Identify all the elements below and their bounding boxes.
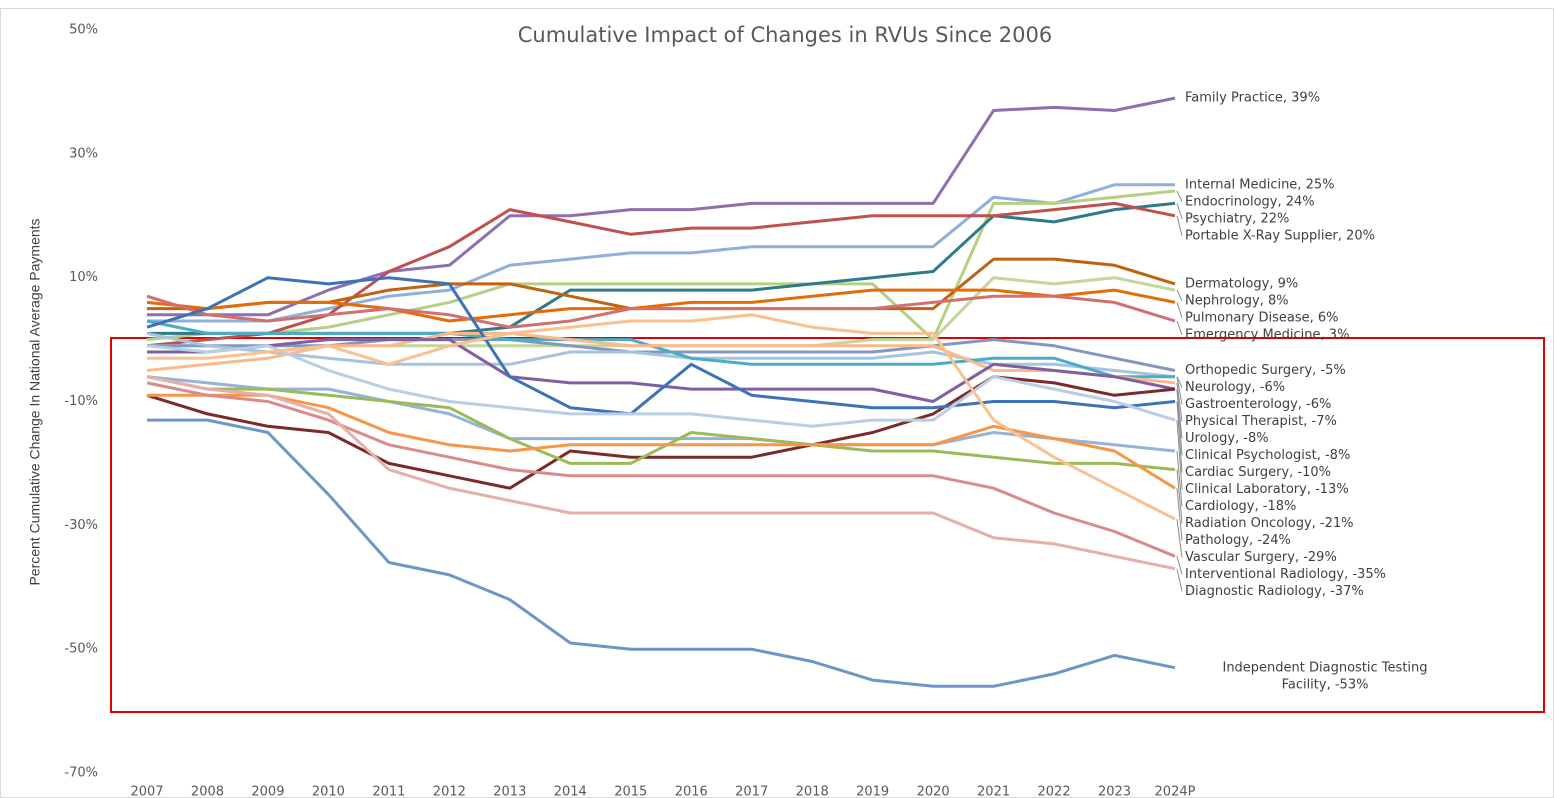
series-end-label: Endocrinology, 24%	[1185, 194, 1315, 209]
series-line	[146, 201, 1176, 348]
series-end-label: Radiation Oncology, -21%	[1185, 516, 1354, 531]
x-tick-label: 2021	[977, 785, 1010, 798]
x-tick-label: 2022	[1038, 785, 1071, 798]
label-leader	[1176, 488, 1183, 541]
series-end-label: Pulmonary Disease, 6%	[1185, 310, 1338, 325]
label-leader	[1176, 289, 1183, 302]
series-line	[146, 375, 1176, 571]
label-leader	[1176, 556, 1183, 575]
x-tick-label: 2012	[433, 785, 466, 798]
series-line	[146, 319, 1175, 379]
label-leader	[1176, 401, 1183, 473]
series-line	[146, 189, 1176, 342]
series-end-label: Clinical Laboratory, -13%	[1185, 482, 1349, 497]
y-tick-label: -10%	[64, 394, 98, 409]
series-line	[146, 276, 1176, 416]
series-end-label: Neurology, -6%	[1185, 380, 1285, 395]
series-end-label: Diagnostic Radiology, -37%	[1185, 584, 1364, 599]
series-end-label: Gastroenterology, -6%	[1185, 397, 1331, 412]
label-leader	[1176, 389, 1183, 456]
x-tick-label: 2010	[312, 785, 345, 798]
x-tick-label: 2009	[251, 785, 284, 798]
series-end-label: Independent Diagnostic Testing Facility, …	[1222, 660, 1427, 692]
series-line	[146, 375, 1176, 472]
label-leader	[1176, 519, 1183, 558]
series-line	[146, 344, 1176, 428]
label-leader	[1176, 203, 1183, 219]
x-tick-label: 2007	[130, 785, 163, 798]
y-axis-title: Percent Cumulative Change In National Av…	[27, 218, 43, 585]
label-leader	[1176, 376, 1183, 405]
y-tick-label: -30%	[64, 518, 98, 533]
series-line	[147, 418, 1176, 688]
x-tick-label: 2013	[493, 785, 526, 798]
x-tick-label: 2011	[372, 785, 405, 798]
series-line	[146, 288, 1176, 323]
y-tick-label: 30%	[69, 146, 98, 161]
series-end-label: Vascular Surgery, -29%	[1185, 550, 1337, 565]
series-end-label: Cardiology, -18%	[1185, 499, 1296, 514]
x-tick-label: 2017	[735, 785, 768, 798]
series-line	[147, 393, 1176, 490]
label-leader	[1176, 450, 1183, 507]
label-leader	[1176, 376, 1183, 388]
series-line	[146, 381, 1176, 558]
x-tick-label: 2018	[796, 785, 829, 798]
x-tick-label: 2023	[1098, 785, 1131, 798]
label-leader	[1176, 420, 1183, 490]
series-end-label: Urology, -8%	[1185, 431, 1269, 446]
label-leader	[1176, 320, 1183, 336]
series-end-label: Portable X-Ray Supplier, 20%	[1185, 228, 1375, 243]
series-line	[147, 338, 1176, 403]
x-tick-label: 2024P	[1155, 785, 1196, 798]
series-line	[147, 96, 1176, 317]
y-tick-label: 50%	[69, 23, 98, 38]
series-end-label: Clinical Psychologist, -8%	[1185, 448, 1350, 463]
x-tick-label: 2020	[917, 785, 950, 798]
series-line	[146, 375, 1176, 453]
label-leader	[1176, 469, 1183, 524]
series-end-label: Dermatology, 9%	[1185, 276, 1298, 291]
series-end-label: Nephrology, 8%	[1185, 293, 1289, 308]
label-leader	[1176, 302, 1183, 319]
series-line	[147, 183, 1175, 323]
y-tick-label: -50%	[64, 642, 98, 657]
series-end-label: Physical Therapist, -7%	[1185, 414, 1337, 429]
x-tick-label: 2008	[191, 785, 224, 798]
x-tick-label: 2019	[856, 785, 889, 798]
chart-title: Cumulative Impact of Changes in RVUs Sin…	[518, 23, 1052, 47]
y-tick-label: 10%	[69, 270, 98, 285]
series-end-label: Family Practice, 39%	[1185, 91, 1320, 106]
series-line	[147, 313, 1176, 521]
highlight-box	[110, 337, 1545, 713]
series-line	[146, 294, 1176, 329]
series-end-label: Cardiac Surgery, -10%	[1185, 465, 1331, 480]
series-end-label: Pathology, -24%	[1185, 533, 1291, 548]
series-end-label: Interventional Radiology, -35%	[1185, 567, 1386, 582]
series-end-label: Emergency Medicine, 3%	[1185, 327, 1349, 342]
label-leader	[1176, 568, 1183, 592]
y-tick-label: -70%	[64, 766, 98, 781]
x-tick-label: 2015	[614, 785, 647, 798]
x-tick-label: 2014	[554, 785, 587, 798]
label-leader	[1176, 382, 1183, 422]
series-end-label: Psychiatry, 22%	[1185, 211, 1289, 226]
series-end-label: Internal Medicine, 25%	[1185, 177, 1334, 192]
series-end-label: Orthopedic Surgery, -5%	[1185, 363, 1346, 378]
label-leader	[1176, 215, 1183, 236]
label-leader	[1176, 190, 1183, 203]
x-tick-label: 2016	[675, 785, 708, 798]
